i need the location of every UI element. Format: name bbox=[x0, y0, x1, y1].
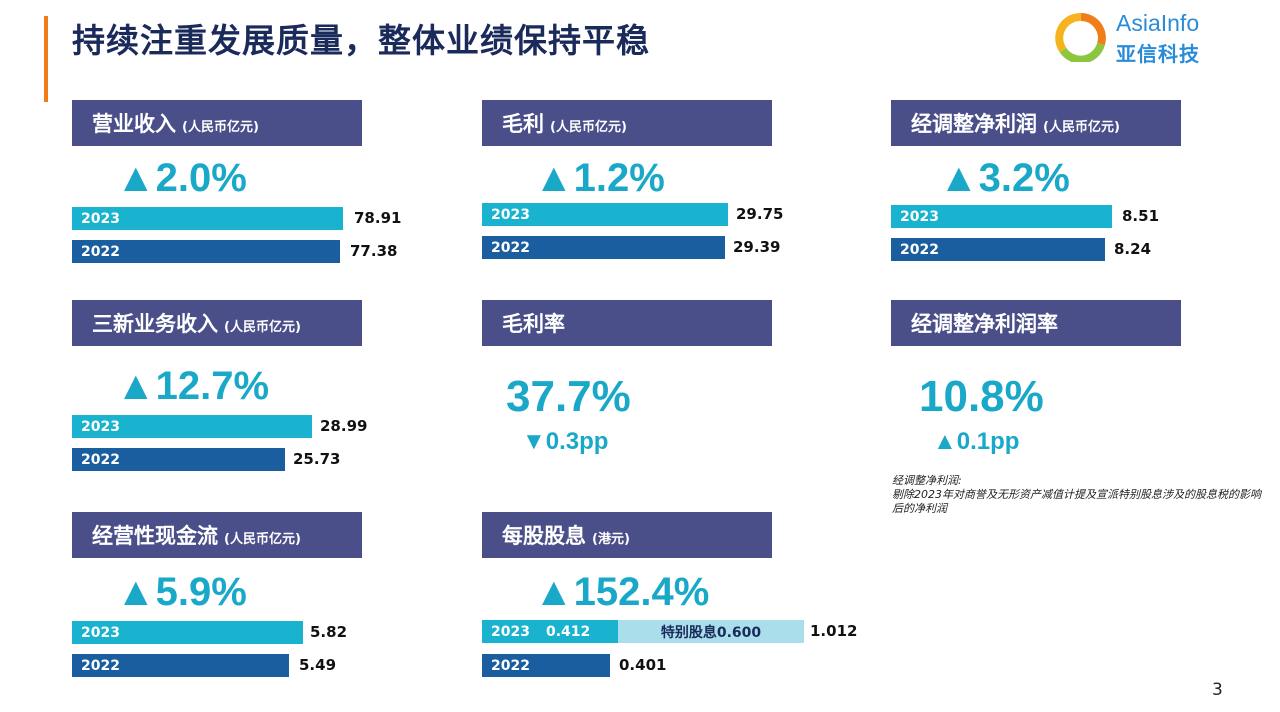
operating-cash-flow-header: 经营性现金流 (人民币亿元) bbox=[72, 512, 362, 558]
adj-net-profit-value-2023: 8.51 bbox=[1122, 207, 1160, 225]
revenue-unit: (人民币亿元) bbox=[182, 119, 259, 135]
adj-net-margin-value: 10.8% bbox=[919, 372, 1044, 421]
new-business-panel: 三新业务收入 (人民币亿元) ▲12.7% 2023 28.99 2022 25… bbox=[72, 300, 367, 475]
dividend-bar-2023-special: 特别股息0.600 bbox=[618, 620, 804, 643]
new-business-bar-2022: 2022 bbox=[72, 448, 285, 471]
adj-net-margin-header: 经调整净利润率 bbox=[891, 300, 1181, 346]
dividend-bar-2023-regular: 2023 0.412 bbox=[482, 620, 618, 643]
adj-net-margin-title: 经调整净利润率 bbox=[911, 312, 1058, 336]
dividend-panel: 每股股息 (港元) ▲152.4% 2023 0.412 特别股息0.600 1… bbox=[482, 512, 857, 682]
page-number: 3 bbox=[1212, 680, 1223, 700]
gross-profit-value-2023: 29.75 bbox=[736, 205, 784, 223]
adj-net-margin-panel: 经调整净利润率 10.8% ▲0.1pp bbox=[891, 300, 1181, 470]
adj-net-profit-header: 经调整净利润 (人民币亿元) bbox=[891, 100, 1181, 146]
revenue-title: 营业收入 bbox=[92, 112, 176, 136]
adj-net-margin-change: ▲0.1pp bbox=[933, 428, 1020, 455]
note-body: 剔除2023年对商誉及无形资产减值计提及宣派特别股息涉及的股息税的影响后的净利润 bbox=[892, 488, 1261, 515]
operating-cash-flow-panel: 经营性现金流 (人民币亿元) ▲5.9% 2023 5.82 2022 5.49 bbox=[72, 512, 362, 682]
gross-profit-change: ▲1.2% bbox=[534, 156, 665, 200]
revenue-value-2022: 77.38 bbox=[350, 242, 398, 260]
logo-ring-icon bbox=[1055, 13, 1106, 62]
new-business-value-2023: 28.99 bbox=[320, 417, 368, 435]
adj-net-profit-note: 经调整净利润: 剔除2023年对商誉及无形资产减值计提及宣派特别股息涉及的股息税… bbox=[892, 474, 1262, 516]
dividend-regular-2023: 0.412 bbox=[545, 623, 591, 640]
revenue-header: 营业收入 (人民币亿元) bbox=[72, 100, 362, 146]
gross-profit-bar-2022: 2022 bbox=[482, 236, 725, 259]
dividend-header: 每股股息 (港元) bbox=[482, 512, 772, 558]
revenue-change: ▲2.0% bbox=[116, 156, 247, 200]
dividend-value-2023: 1.012 bbox=[810, 622, 858, 640]
adj-net-profit-panel: 经调整净利润 (人民币亿元) ▲3.2% 2023 8.51 2022 8.24 bbox=[891, 100, 1181, 270]
adj-net-profit-title: 经调整净利润 bbox=[911, 112, 1037, 136]
adj-net-profit-bar-2022: 2022 bbox=[891, 238, 1105, 261]
revenue-bar-2022: 2022 bbox=[72, 240, 340, 263]
dividend-value-2022: 0.401 bbox=[619, 656, 667, 674]
logo-text-en: AsiaInfo bbox=[1116, 10, 1200, 36]
slide-title: 持续注重发展质量，整体业绩保持平稳 bbox=[72, 21, 650, 60]
operating-cash-flow-title: 经营性现金流 bbox=[92, 524, 218, 548]
operating-cash-flow-bar-2022: 2022 bbox=[72, 654, 289, 677]
gross-profit-header: 毛利 (人民币亿元) bbox=[482, 100, 772, 146]
gross-profit-bar-2023: 2023 bbox=[482, 203, 728, 226]
new-business-unit: (人民币亿元) bbox=[224, 319, 301, 335]
revenue-panel: 营业收入 (人民币亿元) ▲2.0% 2023 78.91 2022 77.38 bbox=[72, 100, 401, 270]
adj-net-profit-bar-2023: 2023 bbox=[891, 205, 1112, 228]
gross-margin-title: 毛利率 bbox=[502, 312, 565, 336]
new-business-title: 三新业务收入 bbox=[92, 312, 218, 336]
gross-margin-value: 37.7% bbox=[506, 372, 631, 421]
adj-net-profit-change: ▲3.2% bbox=[939, 156, 1070, 200]
note-title: 经调整净利润: bbox=[892, 474, 962, 487]
gross-margin-change: ▼0.3pp bbox=[522, 428, 609, 455]
dividend-bar-2022: 2022 bbox=[482, 654, 610, 677]
gross-profit-panel: 毛利 (人民币亿元) ▲1.2% 2023 29.75 2022 29.39 bbox=[482, 100, 783, 270]
logo-text-cn: 亚信科技 bbox=[1116, 42, 1200, 66]
new-business-header: 三新业务收入 (人民币亿元) bbox=[72, 300, 362, 346]
asiainfo-logo: AsiaInfo 亚信科技 bbox=[1054, 8, 1224, 66]
dividend-unit: (港元) bbox=[592, 531, 630, 547]
operating-cash-flow-value-2023: 5.82 bbox=[310, 623, 348, 641]
operating-cash-flow-bar-2023: 2023 bbox=[72, 621, 303, 644]
operating-cash-flow-value-2022: 5.49 bbox=[299, 656, 337, 674]
new-business-value-2022: 25.73 bbox=[293, 450, 341, 468]
gross-profit-unit: (人民币亿元) bbox=[550, 119, 627, 135]
dividend-label-2023: 2023 bbox=[491, 623, 530, 640]
dividend-title: 每股股息 bbox=[502, 524, 586, 548]
adj-net-profit-value-2022: 8.24 bbox=[1114, 240, 1152, 258]
dividend-change: ▲152.4% bbox=[534, 570, 710, 614]
operating-cash-flow-change: ▲5.9% bbox=[116, 570, 247, 614]
gross-profit-value-2022: 29.39 bbox=[733, 238, 781, 256]
new-business-change: ▲12.7% bbox=[116, 364, 270, 408]
new-business-bar-2023: 2023 bbox=[72, 415, 312, 438]
gross-margin-header: 毛利率 bbox=[482, 300, 772, 346]
revenue-value-2023: 78.91 bbox=[354, 209, 402, 227]
accent-bar bbox=[44, 16, 48, 102]
gross-profit-title: 毛利 bbox=[502, 112, 544, 136]
adj-net-profit-unit: (人民币亿元) bbox=[1043, 119, 1120, 135]
operating-cash-flow-unit: (人民币亿元) bbox=[224, 531, 301, 547]
revenue-bar-2023: 2023 bbox=[72, 207, 343, 230]
gross-margin-panel: 毛利率 37.7% ▼0.3pp bbox=[482, 300, 772, 470]
